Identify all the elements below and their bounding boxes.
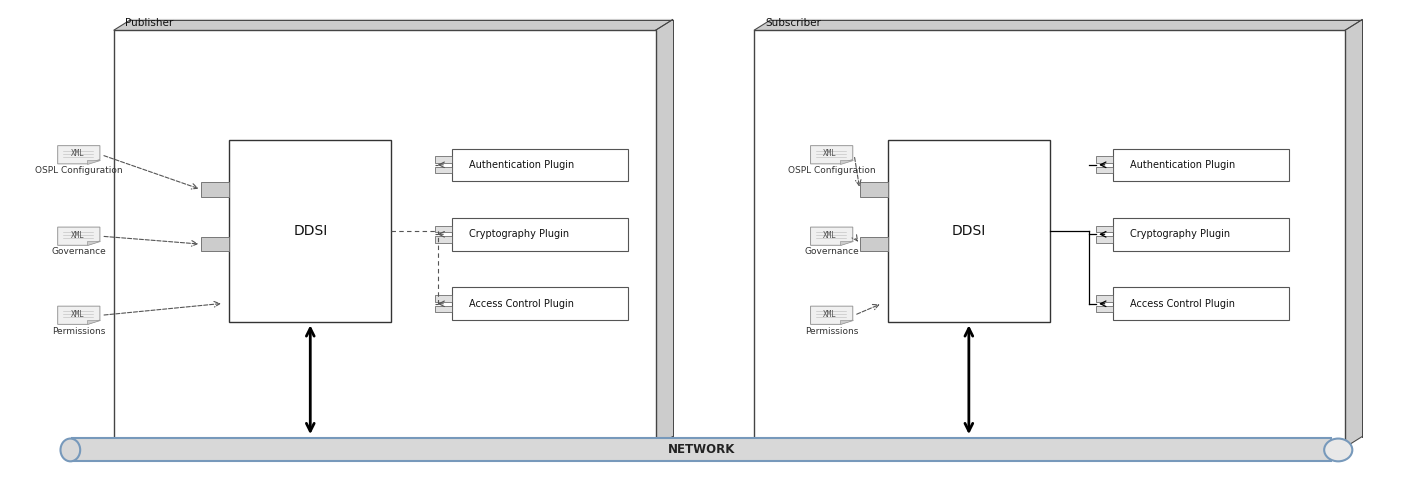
Bar: [1112, 148, 1289, 181]
Polygon shape: [754, 20, 1362, 30]
Bar: [434, 306, 451, 312]
Text: NETWORK: NETWORK: [668, 443, 735, 456]
Bar: [1112, 218, 1289, 251]
Bar: [1096, 306, 1112, 312]
Bar: [434, 295, 451, 302]
Polygon shape: [87, 160, 100, 164]
Polygon shape: [114, 20, 673, 30]
Text: OSPL Configuration: OSPL Configuration: [788, 166, 876, 175]
Polygon shape: [1345, 20, 1362, 447]
Text: Access Control Plugin: Access Control Plugin: [1129, 299, 1235, 309]
Polygon shape: [58, 306, 100, 324]
Polygon shape: [811, 227, 853, 245]
Text: XML: XML: [823, 310, 838, 319]
Bar: [202, 237, 230, 251]
Bar: [434, 226, 451, 232]
Polygon shape: [840, 160, 853, 164]
Bar: [434, 156, 451, 163]
Text: XML: XML: [70, 231, 85, 240]
Ellipse shape: [61, 439, 80, 461]
Text: DDSI: DDSI: [293, 225, 327, 239]
Polygon shape: [87, 241, 100, 245]
Bar: [114, 30, 656, 447]
Polygon shape: [840, 241, 853, 245]
Polygon shape: [840, 320, 853, 324]
Text: Permissions: Permissions: [52, 327, 106, 335]
Bar: [202, 182, 230, 197]
Text: Cryptography Plugin: Cryptography Plugin: [1129, 229, 1230, 239]
Text: XML: XML: [70, 149, 85, 158]
Text: Governance: Governance: [804, 247, 859, 256]
Text: Access Control Plugin: Access Control Plugin: [468, 299, 574, 309]
Bar: [860, 237, 888, 251]
Text: Governance: Governance: [51, 247, 106, 256]
Bar: [451, 148, 627, 181]
Text: Authentication Plugin: Authentication Plugin: [468, 160, 574, 170]
Text: XML: XML: [823, 149, 838, 158]
Polygon shape: [58, 146, 100, 164]
Text: Authentication Plugin: Authentication Plugin: [1129, 160, 1235, 170]
Text: XML: XML: [823, 231, 838, 240]
Polygon shape: [58, 227, 100, 245]
Polygon shape: [811, 146, 853, 164]
Bar: [1096, 295, 1112, 302]
Text: OSPL Configuration: OSPL Configuration: [35, 166, 123, 175]
Text: Permissions: Permissions: [805, 327, 859, 335]
Text: Cryptography Plugin: Cryptography Plugin: [468, 229, 568, 239]
Polygon shape: [87, 320, 100, 324]
Bar: [754, 30, 1345, 447]
Bar: [1096, 167, 1112, 174]
Bar: [72, 439, 1331, 461]
Bar: [888, 140, 1050, 322]
Text: Publisher: Publisher: [125, 18, 173, 28]
Bar: [1096, 236, 1112, 243]
Bar: [1096, 156, 1112, 163]
Bar: [434, 167, 451, 174]
Bar: [451, 218, 627, 251]
Bar: [230, 140, 391, 322]
Text: Subscriber: Subscriber: [766, 18, 822, 28]
Bar: [1112, 287, 1289, 320]
Polygon shape: [811, 306, 853, 324]
Ellipse shape: [1324, 439, 1352, 461]
Text: DDSI: DDSI: [952, 225, 986, 239]
Bar: [434, 236, 451, 243]
Bar: [451, 287, 627, 320]
Bar: [1096, 226, 1112, 232]
Polygon shape: [656, 20, 673, 447]
Text: XML: XML: [70, 310, 85, 319]
Bar: [860, 182, 888, 197]
